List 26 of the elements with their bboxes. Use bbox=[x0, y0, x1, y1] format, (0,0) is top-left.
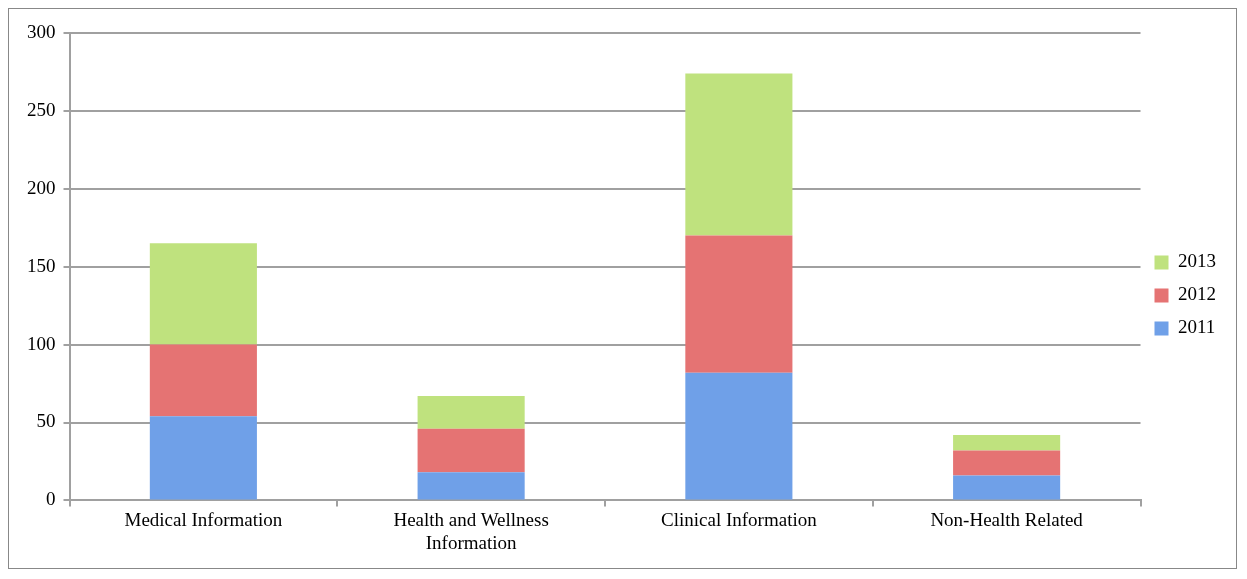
x-tick-label: Clinical Information bbox=[661, 508, 818, 530]
y-tick-label: 100 bbox=[27, 332, 56, 354]
bar bbox=[417, 396, 525, 429]
y-tick-label: 300 bbox=[27, 20, 56, 42]
bar bbox=[953, 475, 1061, 500]
bar bbox=[685, 73, 793, 236]
y-tick-label: 0 bbox=[46, 488, 56, 510]
y-tick-label: 50 bbox=[36, 410, 56, 432]
bar bbox=[953, 434, 1061, 451]
legend-label: 2012 bbox=[1178, 283, 1216, 305]
bar bbox=[417, 428, 525, 473]
y-tick-label: 250 bbox=[27, 98, 56, 120]
bar bbox=[685, 235, 793, 373]
x-tick-label: Non-Health Related bbox=[930, 508, 1084, 530]
legend-label: 2013 bbox=[1178, 250, 1216, 272]
bar bbox=[149, 243, 257, 345]
x-tick-label: Health and Wellness Information bbox=[393, 508, 549, 553]
bar bbox=[417, 472, 525, 500]
x-tick-label: Medical Information bbox=[124, 508, 283, 530]
y-tick-label: 150 bbox=[27, 254, 56, 276]
bar bbox=[149, 344, 257, 417]
bar bbox=[685, 372, 793, 500]
bar bbox=[953, 450, 1061, 476]
y-tick-label: 200 bbox=[27, 176, 56, 198]
legend-label: 2011 bbox=[1178, 316, 1216, 338]
bar bbox=[149, 416, 257, 500]
